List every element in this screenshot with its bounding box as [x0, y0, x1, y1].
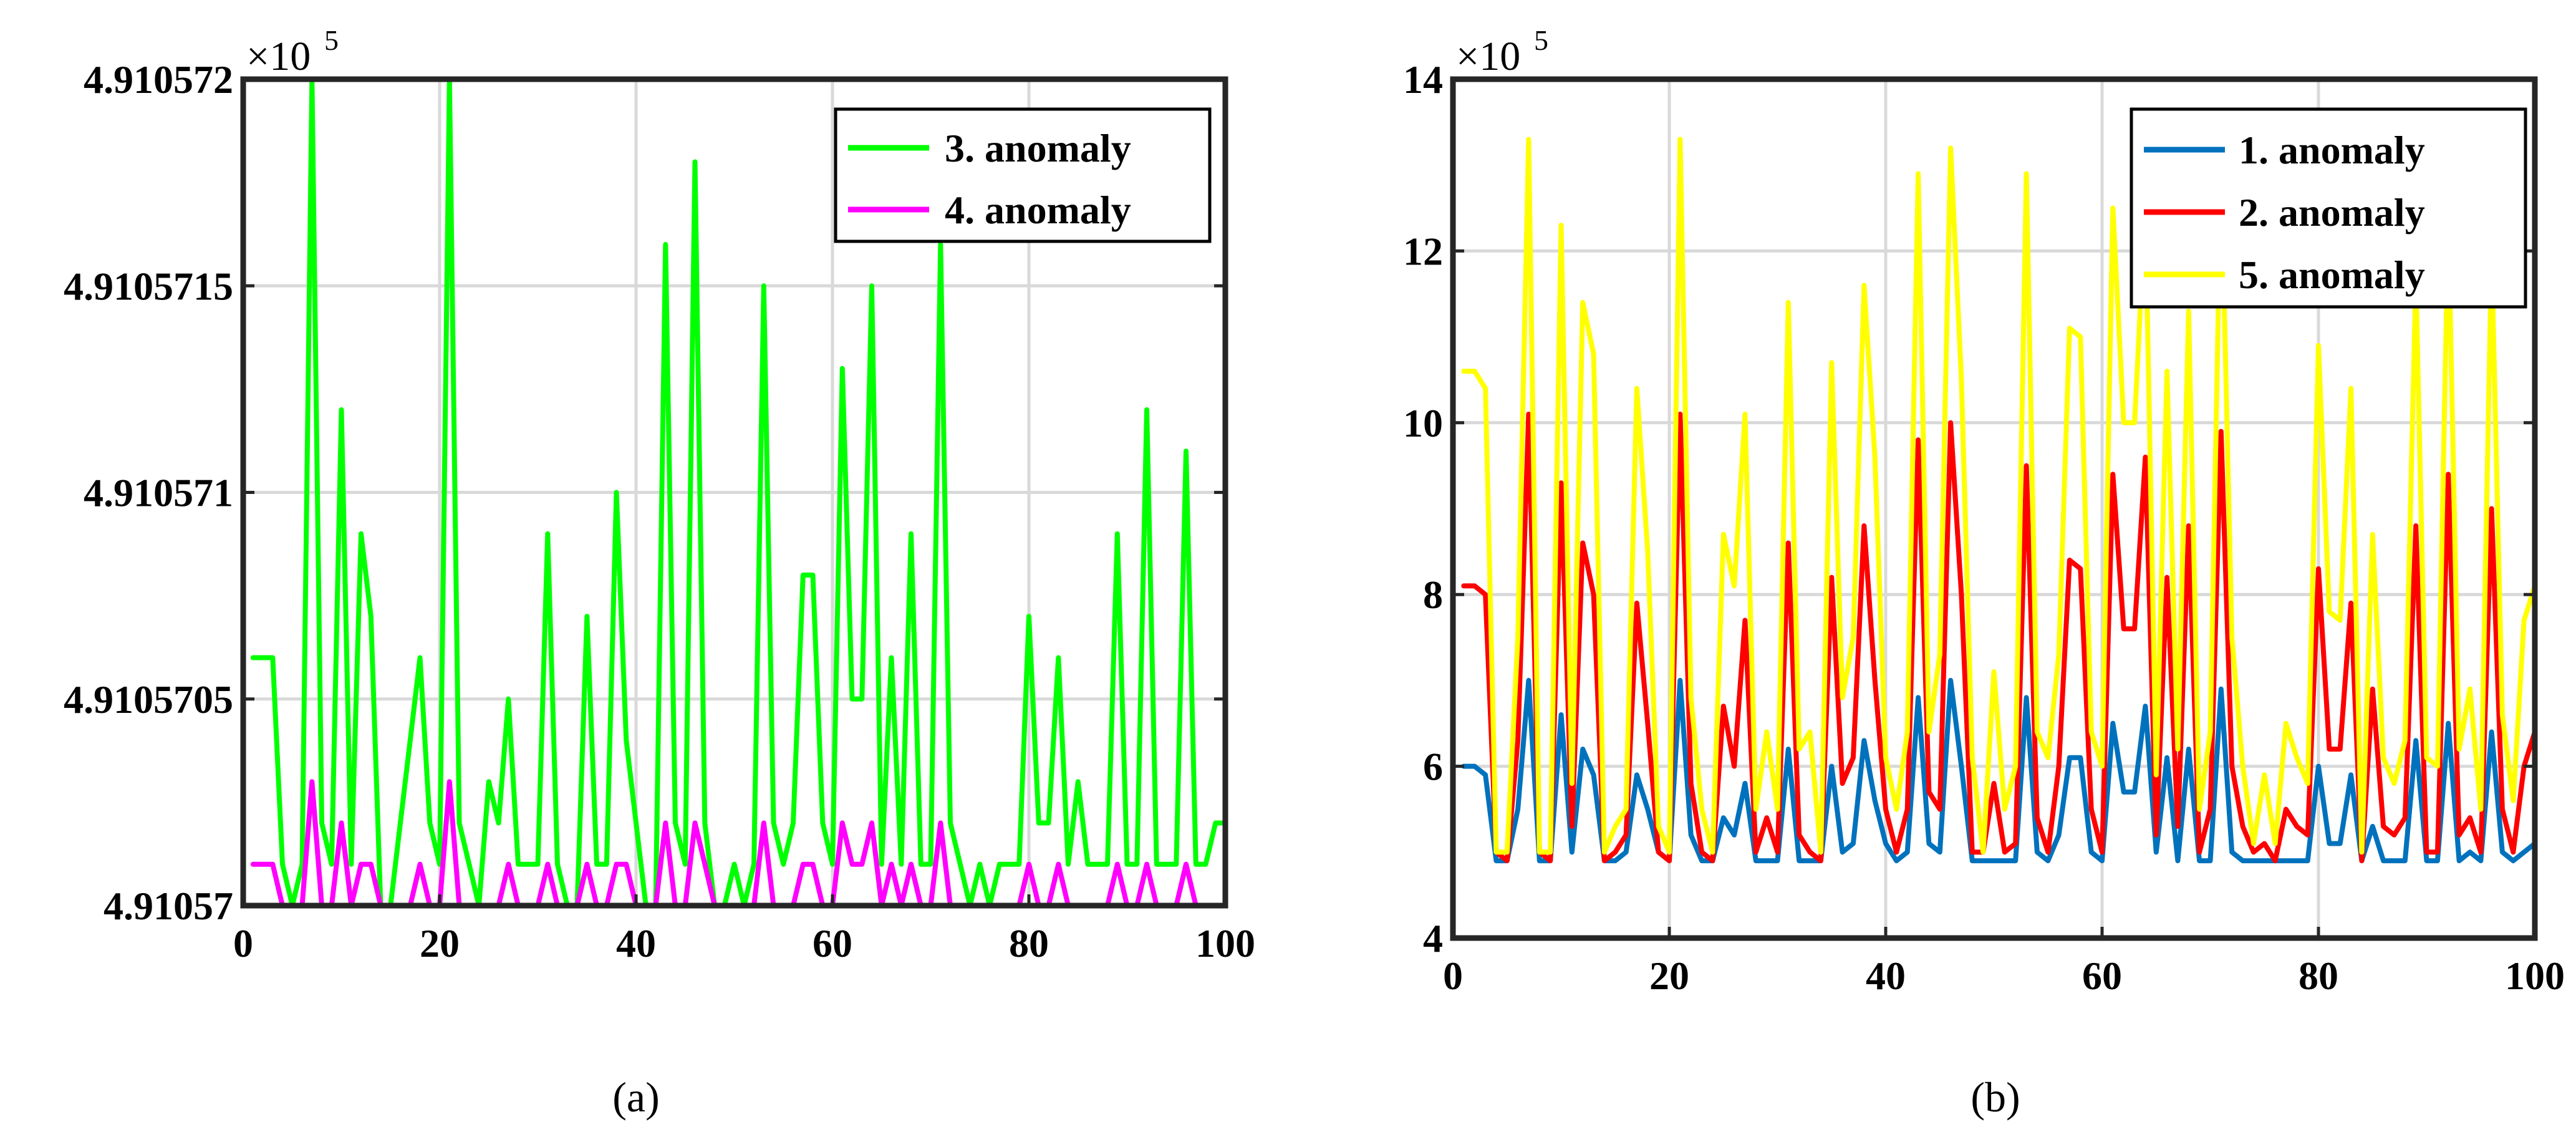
panel-b-caption: (b) — [1971, 1073, 2020, 1121]
panel-a-exponent: ×10 5 — [246, 24, 339, 79]
panel-b-ticks: 0 20 40 60 80 100 4 6 8 10 12 14 — [1403, 57, 2565, 998]
panel-a-legend-label-4: 4. anomaly — [945, 188, 1131, 232]
panel-b-xtick-label: 100 — [2505, 954, 2565, 998]
panel-b-ytick-label: 8 — [1423, 573, 1443, 617]
panel-a-legend-label-3: 3. anomaly — [945, 126, 1131, 170]
panel-b-exponent-power: 5 — [1534, 24, 1548, 56]
panel-b-ytick-label: 4 — [1423, 916, 1443, 960]
panel-a-exponent-power: 5 — [324, 24, 339, 56]
panel-b-exponent-base: ×10 — [1456, 34, 1520, 79]
panel-a-legend: 3. anomaly 4. anomaly — [834, 107, 1212, 243]
panel-a-series-line-1 — [250, 77, 1228, 908]
panel-b-xtick-label: 60 — [2082, 954, 2122, 998]
panel-b-legend-label-1: 1. anomaly — [2239, 128, 2425, 172]
panel-a-xtick-label: 100 — [1195, 921, 1255, 965]
panel-b-xtick-label: 40 — [1866, 954, 1906, 998]
panel-b-series — [1461, 137, 2537, 864]
panel-a-xtick-label: 80 — [1009, 921, 1049, 965]
panel-b-ytick-label: 14 — [1403, 57, 1443, 102]
panel-a-xtick-label: 40 — [616, 921, 656, 965]
panel-a-ytick-label: 4.91057 — [104, 884, 233, 928]
panel-b-legend-label-2: 2. anomaly — [2239, 190, 2425, 235]
panel-b-axes-box — [1450, 76, 2538, 941]
panel-a-xtick-label: 0 — [233, 921, 253, 965]
panel-a-legend-box — [834, 107, 1212, 243]
panel-a-caption: (a) — [612, 1073, 659, 1121]
panel-a-xtick-label: 20 — [420, 921, 460, 965]
panel-b-ytick-label: 6 — [1423, 745, 1443, 789]
panel-a: 0 20 40 60 80 100 4.91057 4.9105705 4.910571 4.91… — [64, 24, 1255, 1121]
panel-b-series-line-3 — [1461, 137, 2537, 855]
panel-b-legend: 1. anomaly 2. anomaly 5. anomaly — [2130, 107, 2527, 309]
panel-b: 0 20 40 60 80 100 4 6 8 10 12 14 ×10 5 1. anomaly 2… — [1403, 24, 2565, 1121]
panel-b-xtick-label: 0 — [1443, 954, 1463, 998]
panel-b-xtick-label: 20 — [1649, 954, 1689, 998]
panel-b-xtick-label: 80 — [2299, 954, 2338, 998]
panel-b-ytick-label: 12 — [1403, 229, 1443, 273]
panel-b-series-line-2 — [1461, 412, 2537, 864]
panel-a-ticks: 0 20 40 60 80 100 4.91057 4.9105705 4.910571 4.91… — [64, 57, 1255, 965]
panel-a-ytick-label: 4.910572 — [84, 57, 233, 102]
panel-b-ytick-label: 10 — [1403, 401, 1443, 445]
panel-a-ytick-label: 4.910571 — [84, 471, 233, 515]
panel-a-ytick-label: 4.9105715 — [64, 264, 233, 308]
panel-b-series-line-1 — [1461, 677, 2537, 864]
panel-a-xtick-label: 60 — [813, 921, 852, 965]
panel-b-legend-label-5: 5. anomaly — [2239, 253, 2425, 297]
panel-a-ytick-label: 4.9105705 — [64, 677, 233, 722]
panel-a-exponent-base: ×10 — [246, 34, 311, 79]
panel-b-exponent: ×10 5 — [1456, 24, 1548, 79]
